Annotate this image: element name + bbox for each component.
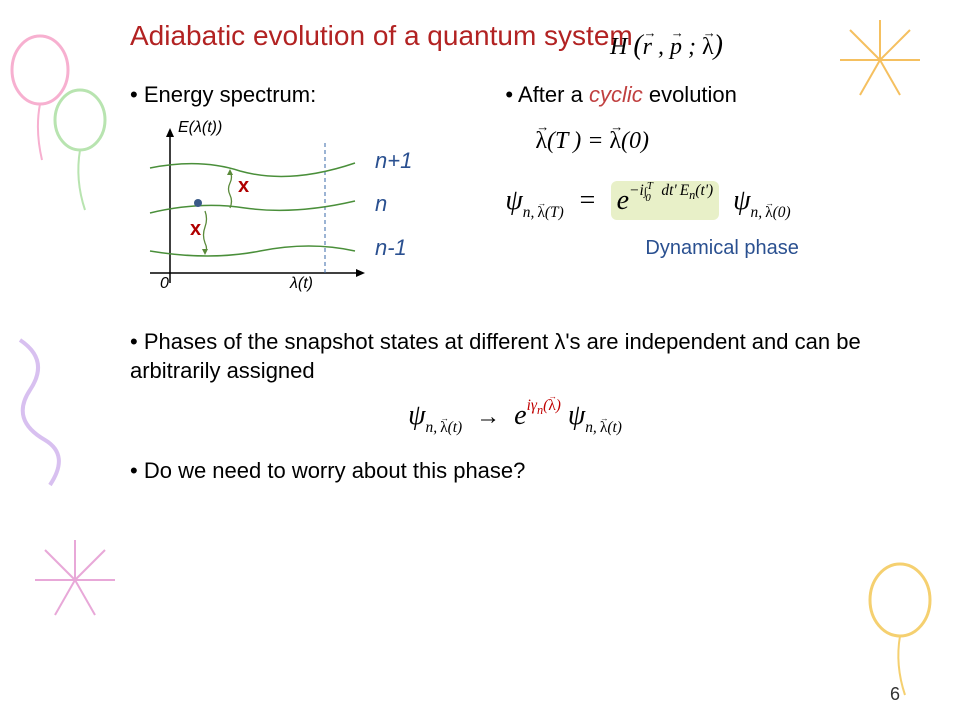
energy-diagram: E(λ(t)) λ(t) 0 n+1 n n-1 x x	[130, 123, 410, 303]
energy-spectrum-label: Energy spectrum:	[144, 82, 316, 107]
origin-label: 0	[160, 275, 169, 293]
hamiltonian-expression: H (r , p ; λ)	[610, 30, 723, 62]
bullet-energy-spectrum: • Energy spectrum:	[130, 82, 465, 108]
level-n-minus-1: n-1	[375, 235, 407, 261]
forbidden-x-upper: x	[238, 175, 249, 198]
cyclic-post: evolution	[643, 82, 737, 107]
bullet-worry-phase: • Do we need to worry about this phase?	[130, 457, 900, 486]
page-number: 6	[890, 684, 900, 705]
dynamical-phase-label: Dynamical phase	[645, 237, 900, 260]
cyclic-word: cyclic	[589, 82, 643, 107]
level-n: n	[375, 191, 387, 217]
bullet-cyclic-evolution: • After a cyclic evolution	[505, 82, 900, 108]
forbidden-x-lower: x	[190, 218, 201, 241]
x-axis-label: λ(t)	[290, 275, 313, 293]
bullet-phases-independent: • Phases of the snapshot states at diffe…	[130, 328, 900, 385]
cyclic-pre: After a	[518, 82, 589, 107]
wavefunction-evolution-eq: ψn, λ(T) = e−i∫T0 dt' En(t') ψn, λ(0)	[505, 185, 900, 217]
y-axis-label: E(λ(t))	[178, 119, 222, 137]
cyclic-condition-eq: λ(T ) = λ(0)	[535, 128, 900, 155]
phases-text: Phases of the snapshot states at differe…	[130, 329, 861, 383]
phase-transform-eq: ψn, λ(t) → eiγn(λ) ψn, λ(t)	[130, 400, 900, 432]
level-n-plus-1: n+1	[375, 148, 412, 174]
worry-text: Do we need to worry about this phase?	[144, 458, 526, 483]
slide-title: Adiabatic evolution of a quantum system	[130, 20, 900, 52]
